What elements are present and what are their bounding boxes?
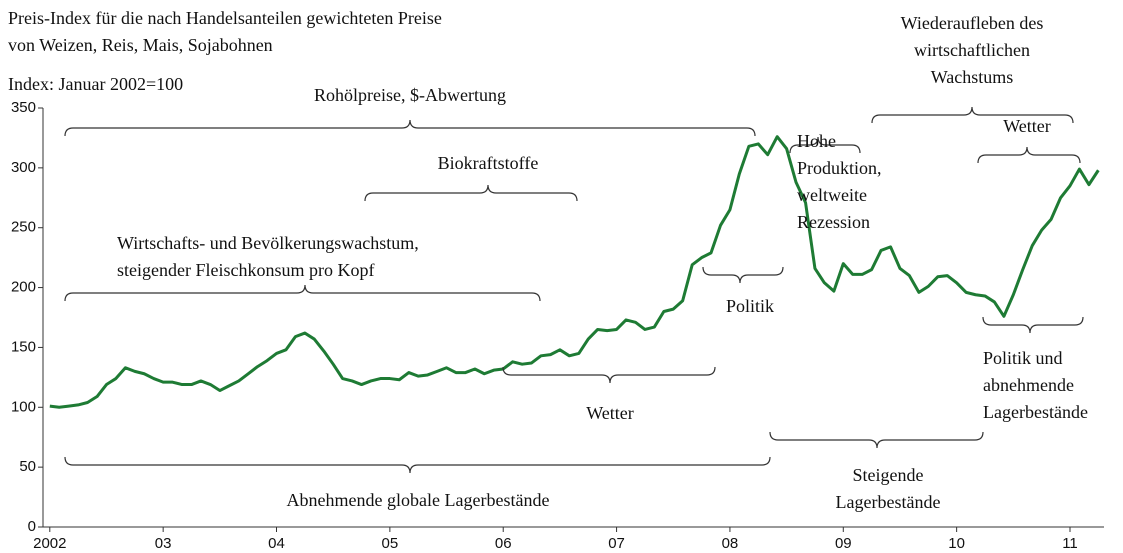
brace bbox=[364, 184, 578, 202]
brace bbox=[769, 431, 984, 449]
annotation: Rohölpreise, $-Abwertung bbox=[314, 85, 506, 105]
annotation: Lagerbestände bbox=[983, 402, 1088, 422]
y-tick-label: 150 bbox=[11, 338, 36, 355]
y-tick-label: 350 bbox=[11, 99, 36, 116]
x-tick-label: 08 bbox=[722, 535, 739, 552]
annotation: Biokraftstoffe bbox=[438, 153, 539, 173]
x-tick-label: 2002 bbox=[33, 535, 66, 552]
x-tick-label: 09 bbox=[835, 535, 852, 552]
annotation: Wirtschafts- und Bevölkerungswachstum, bbox=[117, 233, 419, 253]
annotation: Hohe bbox=[797, 131, 836, 151]
annotation: Wiederaufleben des bbox=[901, 13, 1044, 33]
brace bbox=[982, 316, 1084, 334]
annotation: Produktion, bbox=[797, 158, 882, 178]
brace bbox=[64, 284, 541, 302]
chart-title: von Weizen, Reis, Mais, Sojabohnen bbox=[8, 35, 273, 55]
brace bbox=[64, 119, 756, 137]
annotation: Wachstums bbox=[931, 67, 1014, 87]
brace bbox=[871, 106, 1074, 124]
annotation: Politik und bbox=[983, 348, 1063, 368]
brace bbox=[789, 136, 861, 154]
x-tick-label: 10 bbox=[948, 535, 965, 552]
y-tick-label: 300 bbox=[11, 159, 36, 176]
brace bbox=[502, 366, 716, 384]
x-tick-label: 04 bbox=[268, 535, 285, 552]
annotation: Wetter bbox=[586, 403, 634, 423]
annotation: steigender Fleischkonsum pro Kopf bbox=[117, 260, 374, 280]
annotation: Wetter bbox=[1003, 116, 1051, 136]
annotation: abnehmende bbox=[983, 375, 1074, 395]
annotation: Politik bbox=[726, 296, 774, 316]
y-tick-label: 100 bbox=[11, 398, 36, 415]
y-tick-label: 50 bbox=[19, 458, 36, 475]
annotation: weltweite bbox=[797, 185, 867, 205]
annotation: Lagerbestände bbox=[836, 492, 941, 512]
x-tick-label: 07 bbox=[608, 535, 625, 552]
x-tick-label: 05 bbox=[382, 535, 399, 552]
y-tick-label: 200 bbox=[11, 279, 36, 296]
price-line bbox=[49, 135, 1100, 409]
brace bbox=[702, 266, 784, 284]
annotation: Abnehmende globale Lagerbestände bbox=[287, 490, 550, 510]
brace bbox=[64, 456, 771, 474]
x-tick-label: 06 bbox=[495, 535, 512, 552]
brace bbox=[977, 146, 1081, 164]
annotation: Steigende bbox=[853, 465, 924, 485]
annotation: wirtschaftlichen bbox=[914, 40, 1030, 60]
y-tick-label: 0 bbox=[28, 518, 36, 535]
x-tick-label: 11 bbox=[1062, 535, 1078, 552]
y-tick-label: 250 bbox=[11, 219, 36, 236]
chart-title: Preis-Index für die nach Handelsanteilen… bbox=[8, 8, 442, 28]
annotation: Rezession bbox=[797, 212, 870, 232]
x-tick-label: 03 bbox=[155, 535, 172, 552]
chart-subtitle: Index: Januar 2002=100 bbox=[8, 74, 183, 94]
